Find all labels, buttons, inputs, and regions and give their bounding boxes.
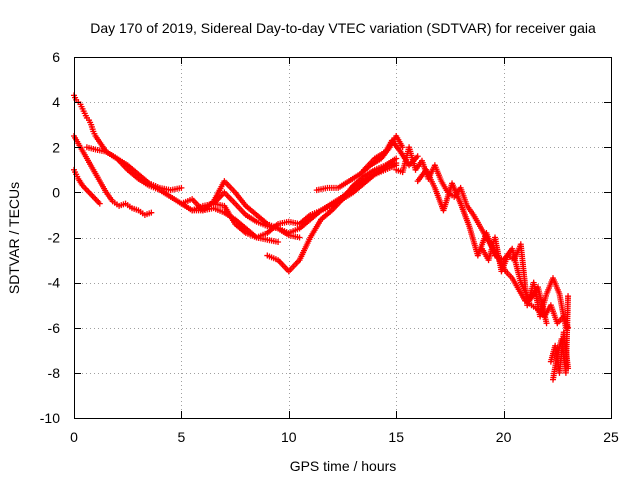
x-tick-label: 0 — [70, 429, 78, 445]
data-series — [71, 166, 103, 207]
data-point — [543, 320, 550, 327]
data-series — [264, 155, 400, 275]
x-tick-label: 25 — [603, 429, 619, 445]
data-point — [399, 144, 406, 151]
y-tick-label: 0 — [52, 184, 60, 200]
y-tick-label: -8 — [48, 365, 61, 381]
data-point — [393, 155, 400, 162]
data-series — [550, 293, 572, 383]
y-tick-label: 6 — [52, 49, 60, 65]
data-points — [71, 92, 572, 383]
data-series — [360, 137, 421, 173]
y-tick-label: -6 — [48, 320, 61, 336]
x-axis-label: GPS time / hours — [290, 458, 397, 474]
chart-title: Day 170 of 2019, Sidereal Day-to-day VTE… — [90, 20, 596, 36]
data-series — [71, 132, 155, 218]
data-point — [414, 153, 421, 160]
y-tick-label: -2 — [48, 230, 61, 246]
grid — [74, 57, 611, 418]
x-tick-label: 15 — [388, 429, 404, 445]
y-tick-label: -4 — [48, 275, 61, 291]
data-point — [562, 324, 569, 331]
x-tick-label: 10 — [281, 429, 297, 445]
y-axis-label: SDTVAR / TECUs — [6, 182, 22, 294]
data-point — [275, 239, 282, 246]
axis-ticks: 0 5 10 15 20 25 -10 -8 -6 -4 -2 0 2 4 6 — [40, 49, 619, 445]
data-point — [565, 293, 572, 300]
data-point — [296, 234, 303, 241]
data-series — [479, 234, 569, 331]
y-tick-label: -10 — [40, 410, 60, 426]
data-series — [83, 144, 185, 194]
y-tick-label: 2 — [52, 139, 60, 155]
data-point — [96, 200, 103, 207]
data-point — [148, 209, 155, 216]
x-tick-label: 20 — [496, 429, 512, 445]
data-series — [210, 160, 400, 241]
data-series — [71, 92, 400, 236]
x-tick-label: 5 — [178, 429, 186, 445]
data-point — [178, 184, 185, 191]
y-tick-label: 4 — [52, 94, 60, 110]
